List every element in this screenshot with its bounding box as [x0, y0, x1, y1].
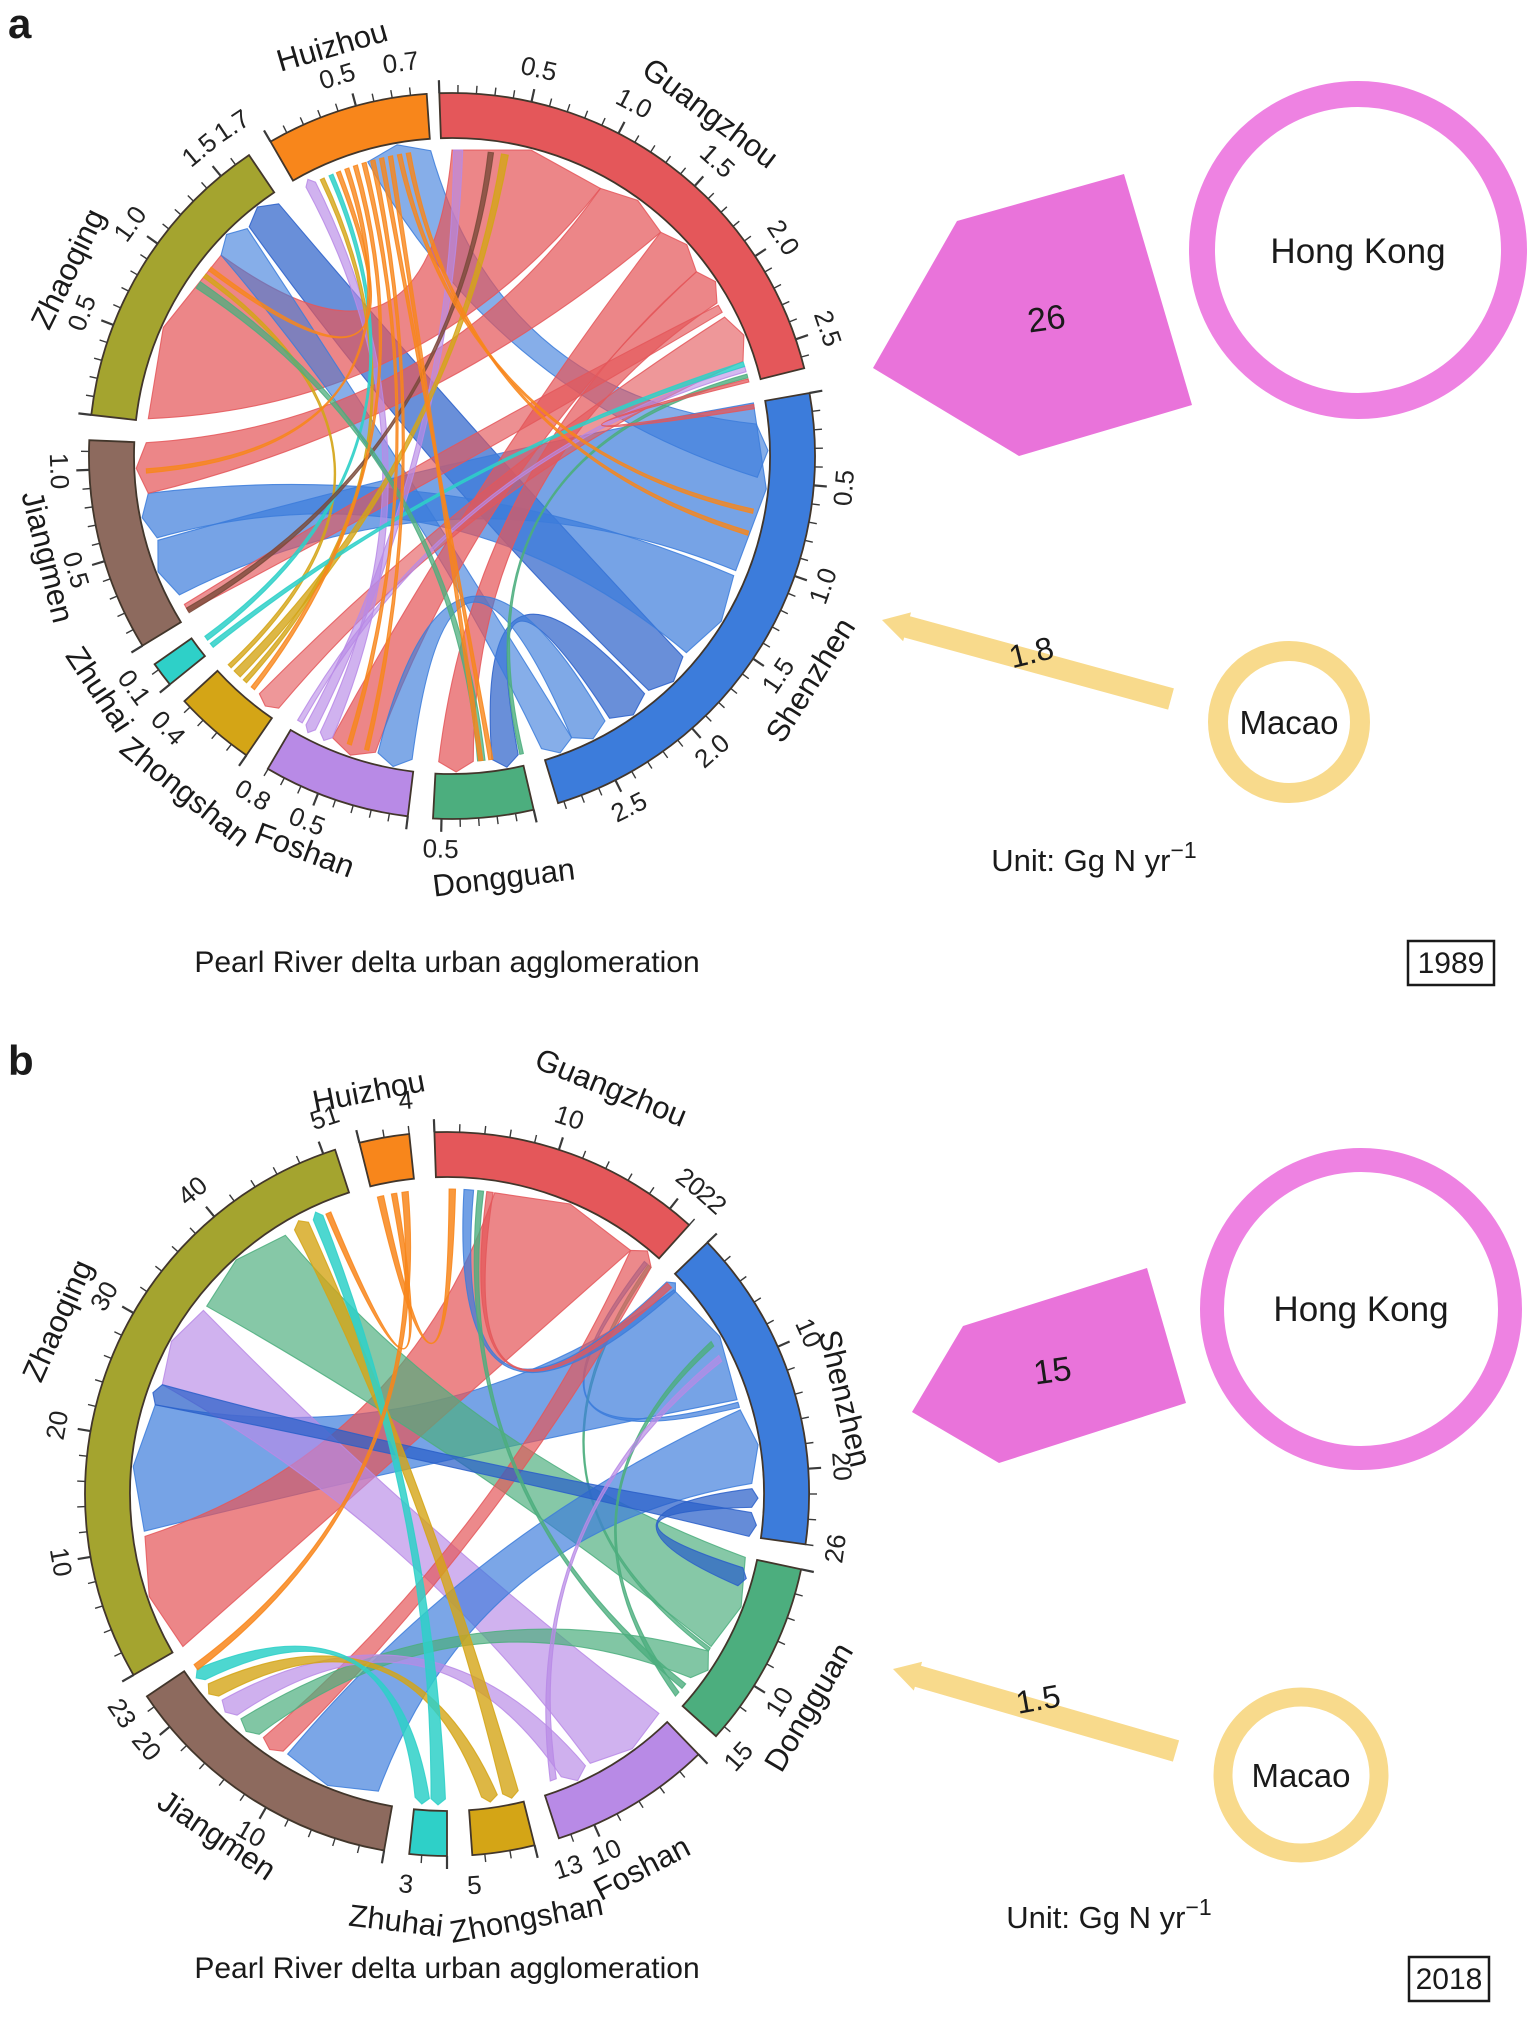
svg-text:4: 4 — [397, 1084, 415, 1115]
svg-text:1989: 1989 — [1418, 947, 1485, 980]
svg-text:10: 10 — [44, 1545, 79, 1579]
svg-text:Pearl River delta urban agglom: Pearl River delta urban agglomeration — [194, 946, 699, 979]
svg-text:0.7: 0.7 — [381, 45, 421, 79]
svg-text:26: 26 — [1025, 298, 1068, 341]
svg-text:1.5: 1.5 — [1013, 1678, 1063, 1721]
svg-text:2018: 2018 — [1416, 1963, 1483, 1996]
svg-text:Hong Kong: Hong Kong — [1270, 232, 1445, 271]
svg-text:Unit: Gg N yr−1: Unit: Gg N yr−1 — [991, 837, 1196, 878]
svg-text:Pearl River delta urban agglom: Pearl River delta urban agglomeration — [194, 1952, 699, 1985]
svg-text:0.5: 0.5 — [422, 833, 459, 864]
svg-text:Macao: Macao — [1239, 704, 1338, 741]
svg-text:20: 20 — [826, 1451, 858, 1482]
svg-text:b: b — [8, 1037, 34, 1084]
svg-text:26: 26 — [818, 1532, 852, 1565]
svg-text:Hong Kong: Hong Kong — [1273, 1290, 1448, 1329]
svg-text:3: 3 — [397, 1868, 415, 1899]
svg-text:15: 15 — [1031, 1350, 1074, 1393]
svg-text:Macao: Macao — [1251, 1757, 1350, 1794]
svg-text:5: 5 — [466, 1869, 483, 1900]
svg-text:1.0: 1.0 — [44, 452, 75, 489]
svg-text:20: 20 — [40, 1408, 75, 1442]
svg-text:a: a — [8, 0, 32, 47]
svg-text:0.5: 0.5 — [827, 469, 860, 507]
svg-text:Unit: Gg N yr−1: Unit: Gg N yr−1 — [1006, 1894, 1211, 1935]
